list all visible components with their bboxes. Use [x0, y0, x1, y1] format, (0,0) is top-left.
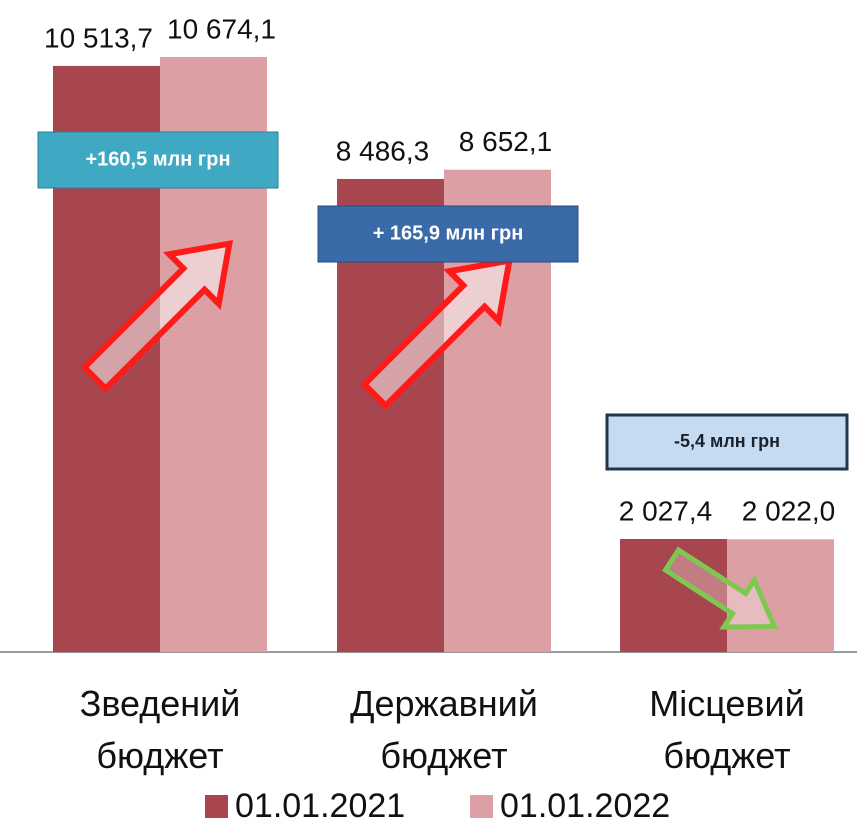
- arrow-up: [80, 239, 234, 393]
- arrows: [80, 239, 779, 630]
- value-label: 2 027,4: [619, 495, 712, 526]
- annotation-box: [605, 413, 849, 471]
- value-label: 2 022,0: [742, 496, 835, 527]
- annotation: + 165,9 млн грн: [373, 222, 524, 244]
- legend-label: 01.01.2022: [500, 787, 670, 824]
- x-tick-label: Зведений бюджет: [79, 683, 241, 776]
- arrow-up: [360, 256, 514, 410]
- legend-swatch: [205, 795, 228, 818]
- arrow-down: [662, 546, 779, 630]
- legend-label: 01.01.2021: [235, 787, 405, 824]
- value-label: 8 486,3: [336, 135, 429, 166]
- value-label: 10 674,1: [167, 13, 276, 44]
- annotation: -5,4 млн грн: [674, 431, 780, 451]
- value-label: 8 652,1: [459, 126, 552, 157]
- annotation-box: [317, 205, 579, 263]
- annotation-box: [37, 131, 279, 189]
- value-label: 10 513,7: [44, 22, 153, 53]
- annotation: +160,5 млн грн: [85, 148, 230, 170]
- legend-swatch: [470, 795, 493, 818]
- x-tick-label: Місцевий бюджет: [649, 683, 805, 776]
- x-tick-label: Державний бюджет: [350, 683, 538, 776]
